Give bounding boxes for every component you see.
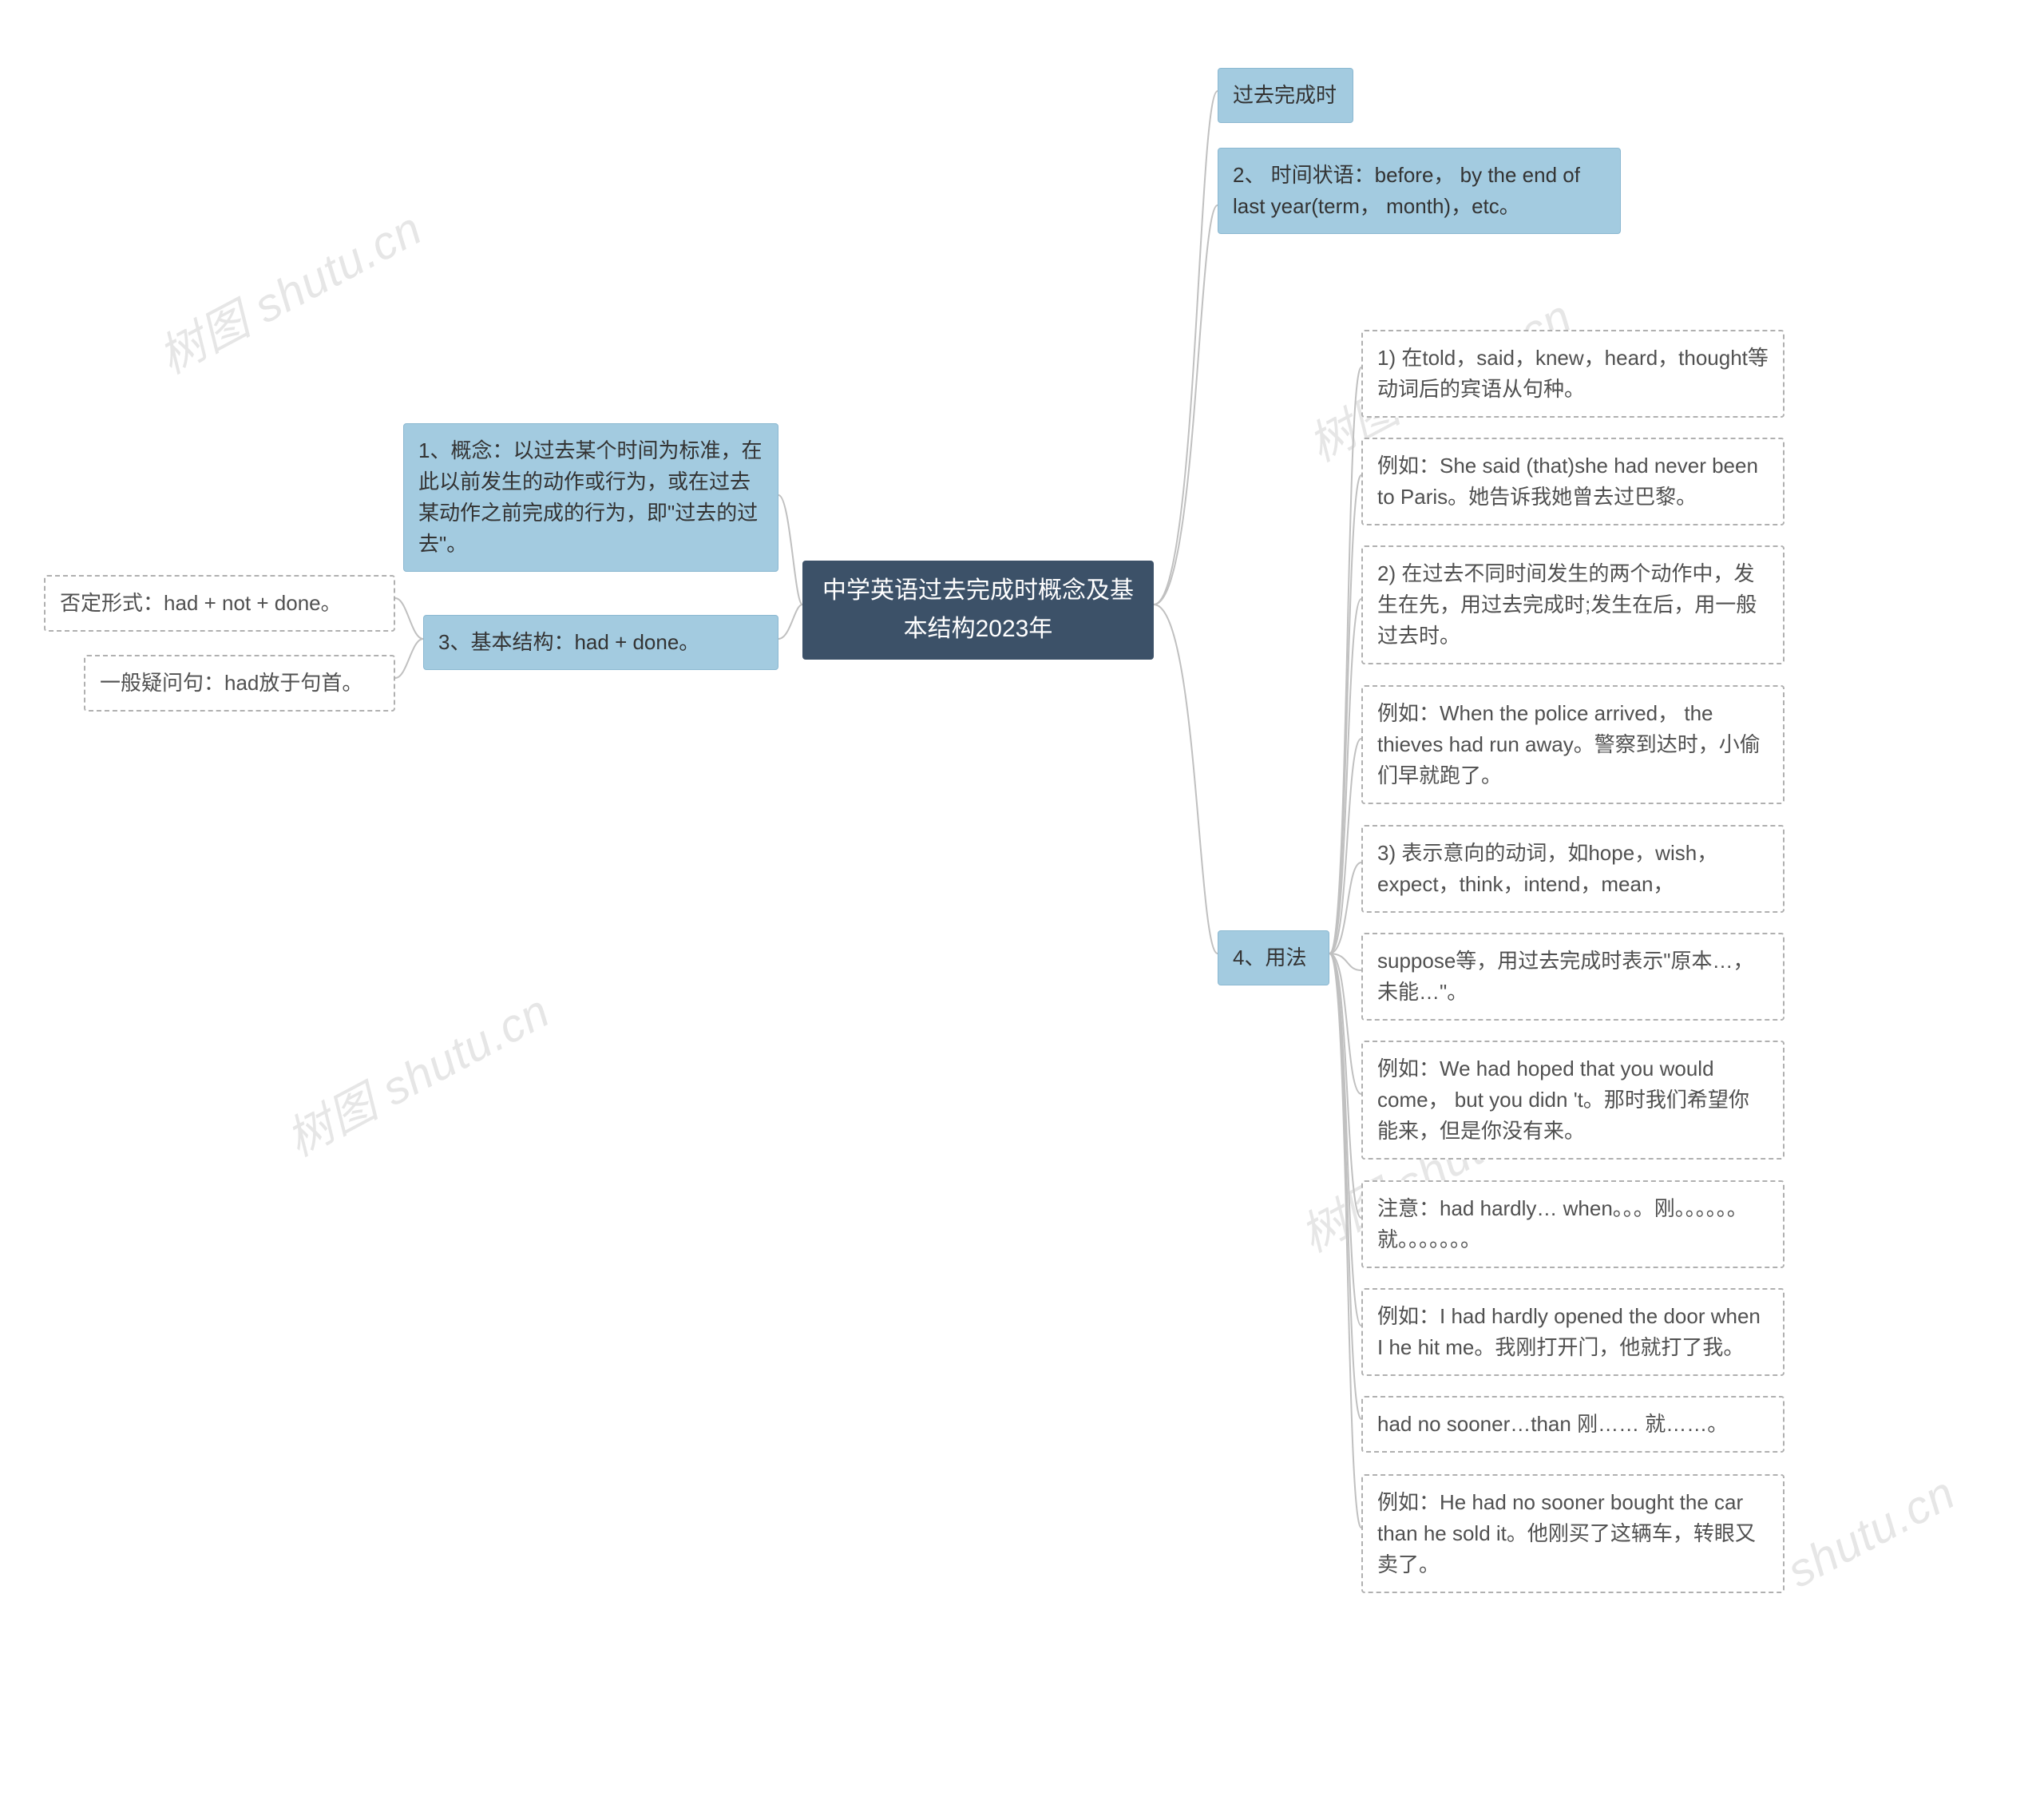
usage-item: had no sooner…than 刚…… 就……。 (1361, 1396, 1785, 1453)
usage-item: 例如：We had hoped that you would come， but… (1361, 1041, 1785, 1160)
usage-item: 例如：He had no sooner bought the car than … (1361, 1474, 1785, 1593)
usage-item: 例如：She said (that)she had never been to … (1361, 438, 1785, 525)
watermark: shutu.cn (1779, 1466, 1964, 1599)
mindmap-canvas: 树图 shutu.cn 树图 shutu.cn 树图 shutu.cn 树图 s… (0, 0, 2044, 1804)
usage-node: 4、用法 (1218, 930, 1329, 985)
time-adverbial-node: 2、 时间状语：before， by the end of last year(… (1218, 148, 1621, 234)
usage-item: 1) 在told，said，knew，heard，thought等动词后的宾语从… (1361, 330, 1785, 418)
usage-item: 2) 在过去不同时间发生的两个动作中，发生在先，用过去完成时;发生在后，用一般过… (1361, 545, 1785, 664)
question-form-node: 一般疑问句：had放于句首。 (84, 655, 395, 712)
negative-form-node: 否定形式：had + not + done。 (44, 575, 395, 632)
usage-item: suppose等，用过去完成时表示"原本…，未能…"。 (1361, 933, 1785, 1021)
usage-item: 例如：I had hardly opened the door when I h… (1361, 1288, 1785, 1376)
root-node: 中学英语过去完成时概念及基本结构2023年 (802, 561, 1154, 660)
title-node: 过去完成时 (1218, 68, 1353, 123)
watermark: 树图 shutu.cn (145, 192, 431, 387)
usage-item: 3) 表示意向的动词，如hope，wish，expect，think，inten… (1361, 825, 1785, 913)
concept-node: 1、概念：以过去某个时间为标准，在此以前发生的动作或行为，或在过去某动作之前完成… (403, 423, 778, 572)
structure-node: 3、基本结构：had + done。 (423, 615, 778, 670)
usage-item: 例如：When the police arrived， the thieves … (1361, 685, 1785, 804)
usage-item: 注意：had hardly… when。。。刚。。。。。。就。。。。。。。 (1361, 1180, 1785, 1268)
watermark: 树图 shutu.cn (272, 974, 559, 1169)
